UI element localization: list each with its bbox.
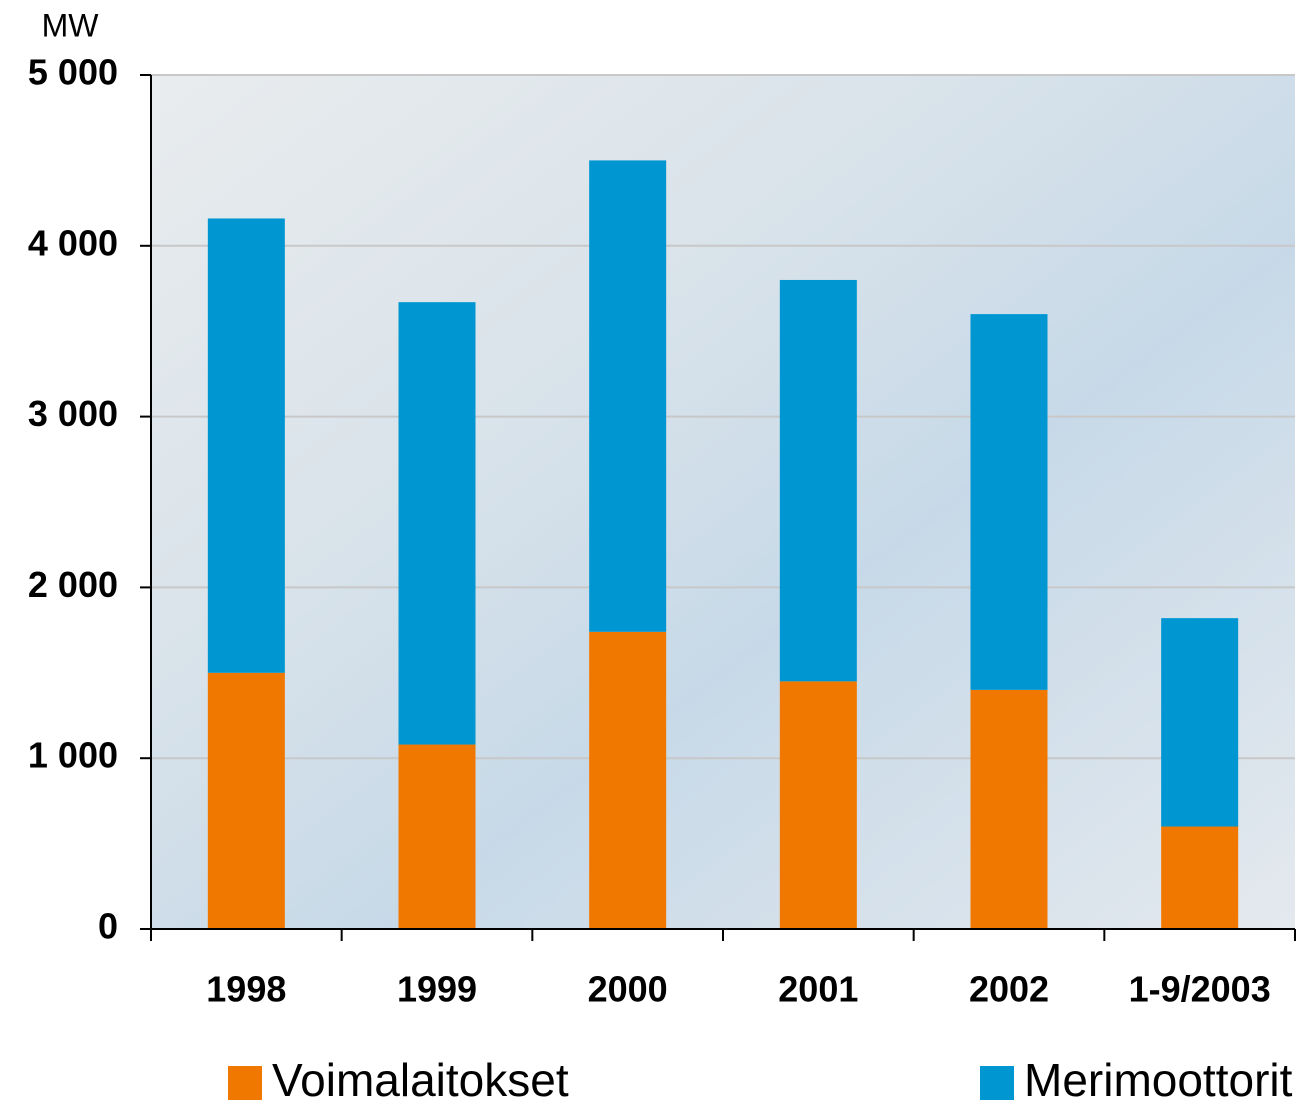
legend-swatch [980,1066,1014,1100]
y-tick-label: 4 000 [28,222,118,263]
bar-segment [207,672,285,929]
bar-segment [589,160,667,632]
bar-segment [398,744,476,929]
legend-swatch [228,1066,262,1100]
bar-segment [779,681,857,929]
bar-segment [589,631,667,929]
y-tick-label: 3 000 [28,393,118,434]
bar-segment [1161,618,1239,827]
plot-background [151,75,1295,929]
x-tick-label: 1-9/2003 [1129,969,1271,1010]
bar-segment [779,279,857,682]
legend-label: Voimalaitokset [272,1054,569,1106]
x-tick-label: 2000 [588,969,668,1010]
legend-label: Merimoottorit [1024,1054,1293,1106]
bar-segment [1161,826,1239,929]
bar-segment [207,218,285,673]
y-tick-label: 5 000 [28,52,118,93]
bar-segment [970,689,1048,929]
y-tick-label: 1 000 [28,735,118,776]
x-tick-label: 2001 [778,969,858,1010]
x-tick-label: 1999 [397,969,477,1010]
y-tick-label: 2 000 [28,564,118,605]
bar-segment [398,302,476,745]
x-tick-label: 1998 [206,969,286,1010]
x-tick-label: 2002 [969,969,1049,1010]
legend: Voimalaitokset Merimoottorit [228,1054,1293,1106]
bar-segment [970,314,1048,690]
y-axis-label: MW [42,7,100,43]
y-tick-label: 0 [98,906,118,947]
